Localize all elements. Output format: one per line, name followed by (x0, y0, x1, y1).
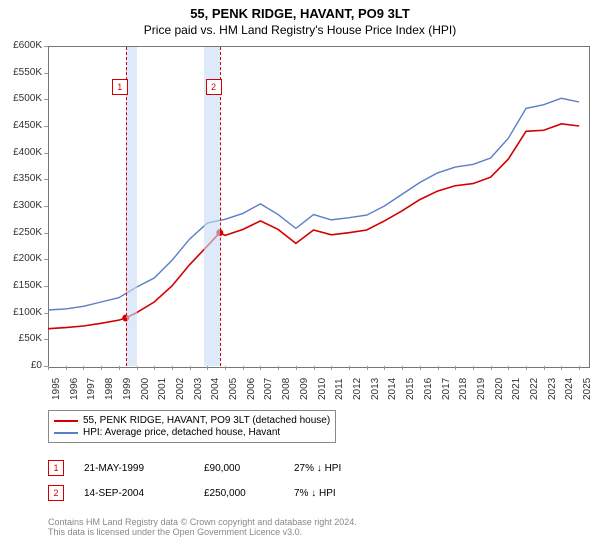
x-axis-label: 2000 (140, 378, 151, 400)
x-axis-label: 2023 (547, 378, 558, 400)
y-axis-label: £250K (0, 227, 42, 238)
y-axis-label: £150K (0, 280, 42, 291)
x-axis-label: 1995 (51, 378, 62, 400)
marker-number: 1 (48, 460, 64, 476)
x-axis-label: 2025 (582, 378, 593, 400)
x-axis-label: 2004 (210, 378, 221, 400)
x-axis-label: 2002 (175, 378, 186, 400)
chart-svg (0, 0, 600, 560)
marker-pct: 27% ↓ HPI (294, 463, 354, 474)
x-axis-label: 1997 (86, 378, 97, 400)
legend: 55, PENK RIDGE, HAVANT, PO9 3LT (detache… (48, 410, 336, 443)
chart-marker: 1 (112, 79, 128, 95)
x-axis-label: 2018 (458, 378, 469, 400)
y-axis-label: £300K (0, 200, 42, 211)
footer: Contains HM Land Registry data © Crown c… (48, 517, 357, 537)
x-axis-label: 1998 (104, 378, 115, 400)
legend-row: 55, PENK RIDGE, HAVANT, PO9 3LT (detache… (54, 415, 330, 426)
legend-swatch (54, 432, 78, 434)
legend-swatch (54, 420, 78, 422)
y-axis-label: £100K (0, 307, 42, 318)
x-axis-label: 2021 (511, 378, 522, 400)
chart-marker: 2 (206, 79, 222, 95)
x-axis-label: 2013 (370, 378, 381, 400)
x-axis-label: 2024 (564, 378, 575, 400)
y-axis-label: £500K (0, 93, 42, 104)
x-axis-label: 2011 (334, 378, 345, 400)
x-axis-label: 2017 (441, 378, 452, 400)
footer-line1: Contains HM Land Registry data © Crown c… (48, 517, 357, 527)
marker-price: £90,000 (204, 463, 294, 474)
y-axis-label: £350K (0, 173, 42, 184)
x-axis-label: 2015 (405, 378, 416, 400)
y-axis-label: £600K (0, 40, 42, 51)
y-axis-label: £50K (0, 333, 42, 344)
x-axis-label: 2014 (387, 378, 398, 400)
x-axis-label: 1996 (69, 378, 80, 400)
x-axis-label: 2016 (423, 378, 434, 400)
x-axis-label: 2010 (317, 378, 328, 400)
marker-price: £250,000 (204, 488, 294, 499)
y-axis-label: £400K (0, 147, 42, 158)
x-axis-label: 1999 (122, 378, 133, 400)
x-axis-label: 2006 (246, 378, 257, 400)
x-axis-label: 2005 (228, 378, 239, 400)
marker-pct: 7% ↓ HPI (294, 488, 354, 499)
marker-detail-row: 1 21-MAY-1999£90,00027% ↓ HPI (48, 460, 354, 476)
y-axis-label: £0 (0, 360, 42, 371)
x-axis-label: 2022 (529, 378, 540, 400)
y-axis-label: £200K (0, 253, 42, 264)
legend-label: 55, PENK RIDGE, HAVANT, PO9 3LT (detache… (83, 415, 330, 426)
x-axis-label: 2003 (193, 378, 204, 400)
footer-line2: This data is licensed under the Open Gov… (48, 527, 357, 537)
x-axis-label: 2020 (494, 378, 505, 400)
legend-label: HPI: Average price, detached house, Hava… (83, 427, 280, 438)
marker-detail-row: 2 14-SEP-2004£250,0007% ↓ HPI (48, 485, 354, 501)
x-axis-label: 2012 (352, 378, 363, 400)
marker-date: 14-SEP-2004 (84, 488, 204, 499)
x-axis-label: 2001 (157, 378, 168, 400)
x-axis-label: 2007 (263, 378, 274, 400)
y-axis-label: £550K (0, 67, 42, 78)
x-axis-label: 2009 (299, 378, 310, 400)
legend-row: HPI: Average price, detached house, Hava… (54, 427, 330, 438)
marker-date: 21-MAY-1999 (84, 463, 204, 474)
y-axis-label: £450K (0, 120, 42, 131)
x-axis-label: 2008 (281, 378, 292, 400)
x-axis-label: 2019 (476, 378, 487, 400)
marker-number: 2 (48, 485, 64, 501)
